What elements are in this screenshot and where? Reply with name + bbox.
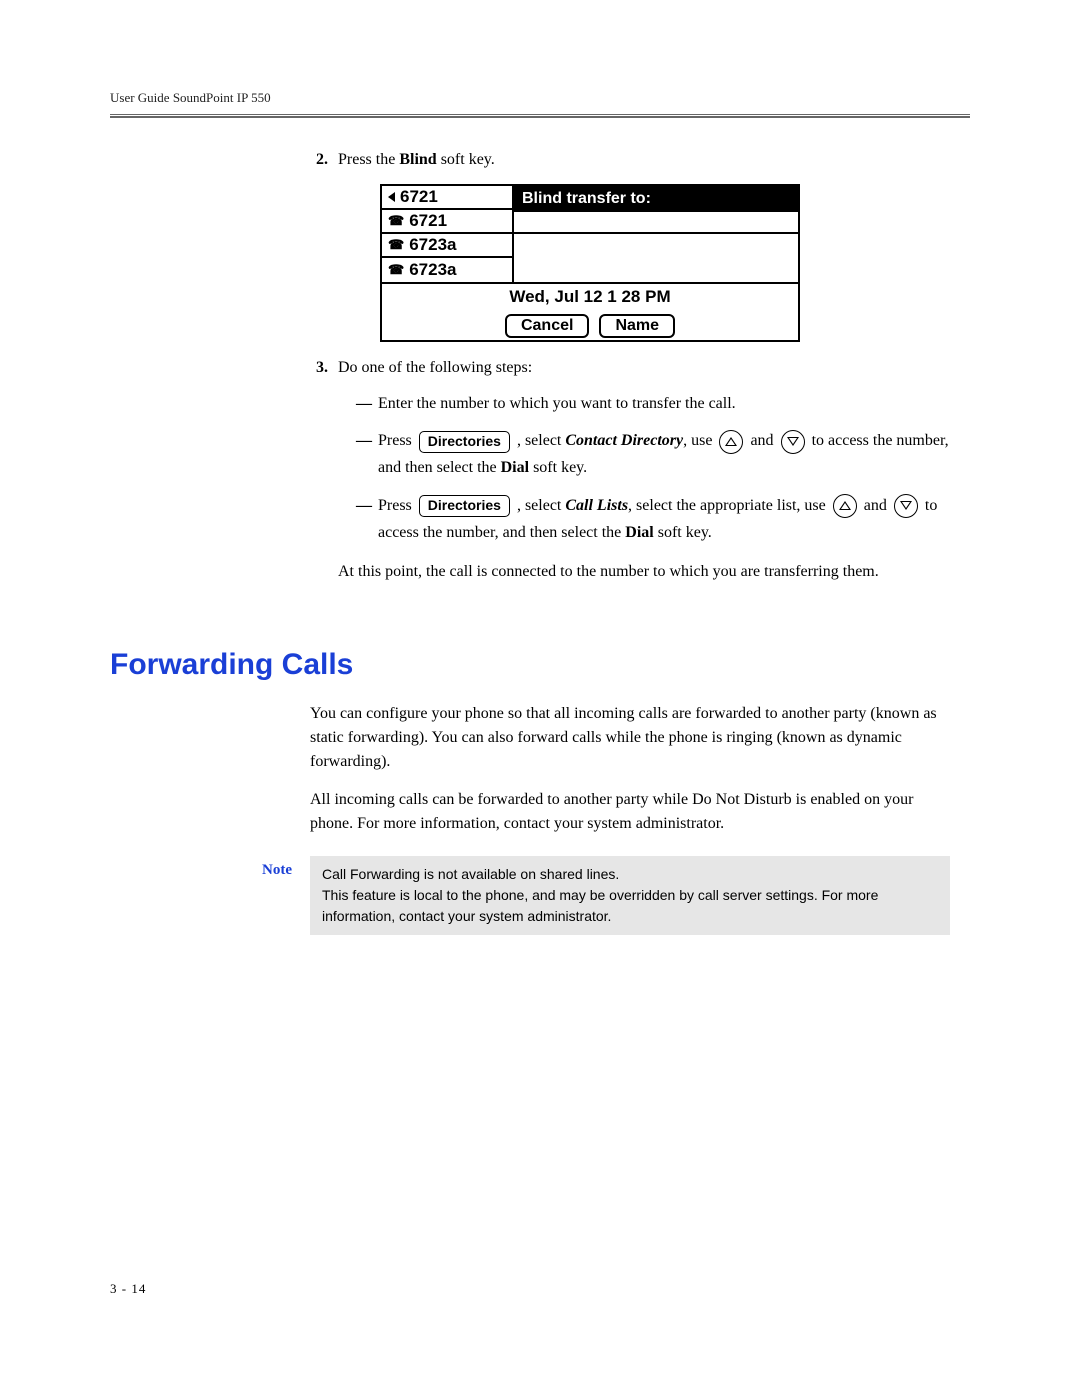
softkey-name: Name	[599, 314, 675, 338]
text: and	[746, 432, 777, 449]
line-label: 6723a	[409, 260, 456, 280]
directories-button: Directories	[419, 431, 510, 453]
dash-icon: —	[356, 427, 378, 481]
softkey-row: Cancel Name	[382, 310, 798, 340]
phone-icon: ☎	[388, 237, 404, 253]
text: Press	[378, 432, 416, 449]
speaker-icon	[388, 192, 395, 202]
bullet-text: Enter the number to which you want to tr…	[378, 390, 950, 417]
text: , select	[513, 497, 565, 514]
datetime: Wed, Jul 12 1 28 PM	[382, 282, 798, 310]
text: , select	[513, 432, 565, 449]
running-header: User Guide SoundPoint IP 550	[110, 90, 970, 106]
note-block: Note Call Forwarding is not available on…	[110, 856, 970, 935]
title-bar: Blind transfer to:	[514, 186, 798, 212]
header-rule	[110, 114, 970, 118]
menu-name: Contact Directory	[565, 432, 683, 449]
step-number: 3.	[310, 356, 338, 598]
text: and	[860, 497, 891, 514]
right-pane: Blind transfer to:	[514, 186, 798, 282]
step-text: Press the	[338, 151, 399, 168]
line-entry: ☎ 6723a	[382, 258, 512, 282]
step-2: 2. Press the Blind soft key.	[310, 148, 950, 172]
softkey-cancel: Cancel	[505, 314, 589, 338]
transfer-input	[514, 212, 798, 234]
step-text: soft key.	[437, 151, 495, 168]
line-label: 6723a	[409, 235, 456, 255]
phone-screen: 6721 ☎ 6721 ☎ 6723a ☎ 6723a Blind transfer …	[380, 184, 800, 342]
dash-icon: —	[356, 390, 378, 417]
up-arrow-icon	[719, 430, 743, 454]
text: soft key.	[529, 459, 587, 476]
sub-bullet: — Press Directories , select Contact Dir…	[356, 427, 950, 481]
directories-button: Directories	[419, 495, 510, 517]
note-label: Note	[230, 856, 310, 935]
step-lead: Do one of the following steps:	[338, 356, 950, 380]
text: Press	[378, 497, 416, 514]
note-line: Call Forwarding is not available on shar…	[322, 864, 938, 885]
softkey-name: Dial	[625, 524, 653, 541]
note-line: This feature is local to the phone, and …	[322, 885, 938, 927]
line-entry: 6721	[382, 186, 512, 210]
step-3: 3. Do one of the following steps: — Ente…	[310, 356, 950, 598]
text: , select the appropriate list, use	[628, 497, 830, 514]
softkey-name: Blind	[399, 151, 436, 168]
step-number: 2.	[310, 148, 338, 172]
text: , use	[683, 432, 716, 449]
sub-bullet: — Press Directories , select Call Lists,…	[356, 492, 950, 546]
section-heading: Forwarding Calls	[110, 648, 970, 682]
paragraph: All incoming calls can be forwarded to a…	[310, 788, 950, 836]
line-label: 6721	[400, 187, 438, 207]
line-label: 6721	[409, 211, 447, 231]
dash-icon: —	[356, 492, 378, 546]
sub-bullet: — Enter the number to which you want to …	[356, 390, 950, 417]
page-number: 3 - 14	[110, 1281, 146, 1297]
line-column: 6721 ☎ 6721 ☎ 6723a ☎ 6723a	[382, 186, 514, 282]
line-entry: ☎ 6721	[382, 210, 512, 234]
paragraph: You can configure your phone so that all…	[310, 702, 950, 774]
menu-name: Call Lists	[565, 497, 628, 514]
down-arrow-icon	[781, 430, 805, 454]
note-body: Call Forwarding is not available on shar…	[310, 856, 950, 935]
softkey-name: Dial	[501, 459, 529, 476]
phone-icon: ☎	[388, 213, 404, 229]
phone-icon: ☎	[388, 262, 404, 278]
text: soft key.	[654, 524, 712, 541]
up-arrow-icon	[833, 494, 857, 518]
line-entry: ☎ 6723a	[382, 234, 512, 258]
closing-paragraph: At this point, the call is connected to …	[338, 560, 950, 584]
down-arrow-icon	[894, 494, 918, 518]
